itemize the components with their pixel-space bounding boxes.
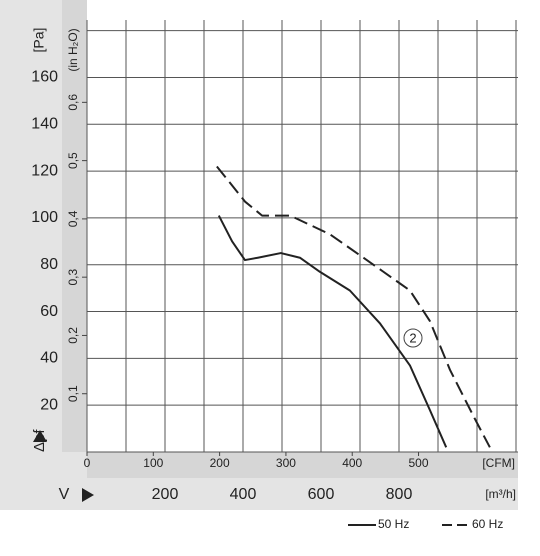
x-label: [m³/h] [485, 487, 516, 501]
x-tick-label: 200 [152, 486, 179, 503]
annotation-circle [403, 328, 423, 348]
y-tick-label: 160 [31, 69, 58, 86]
inner-band [62, 0, 87, 452]
y2-tick-label: 0,6 [66, 94, 80, 111]
y-tick-label: 140 [31, 116, 58, 133]
y2-label: (in H₂O) [66, 28, 80, 71]
legend-label: 60 Hz [472, 517, 503, 531]
x2-tick-label: 500 [409, 456, 429, 470]
y-arrow [33, 430, 47, 442]
y2-tick-label: 0,5 [66, 152, 80, 169]
y2-tick-label: 0,3 [66, 269, 80, 286]
y2-tick-label: 0,1 [66, 385, 80, 402]
plot-area [87, 20, 518, 452]
x2-tick-label: 300 [276, 456, 296, 470]
y-label: [Pa] [31, 28, 47, 53]
y2-tick-label: 0,2 [66, 327, 80, 344]
y-tick-label: 20 [40, 396, 58, 413]
y-tick-label: 80 [40, 256, 58, 273]
x2-label: [CFM] [482, 456, 515, 470]
y2-tick-label: 0,4 [66, 210, 80, 227]
x-symbol: V [59, 486, 70, 503]
x-tick-label: 800 [386, 486, 413, 503]
x-arrow [82, 488, 94, 502]
y-tick-label: 40 [40, 350, 58, 367]
x2-tick-label: 0 [84, 456, 91, 470]
x2-tick-label: 400 [342, 456, 362, 470]
x-tick-label: 400 [230, 486, 257, 503]
legend-label: 50 Hz [378, 517, 409, 531]
annotation: 2 [409, 330, 416, 345]
x2-tick-label: 200 [210, 456, 230, 470]
x-tick-label: 600 [308, 486, 335, 503]
y-tick-label: 60 [40, 303, 58, 320]
x2-tick-label: 100 [143, 456, 163, 470]
series-line [216, 165, 491, 448]
cfm-band [87, 452, 518, 478]
y-tick-label: 120 [31, 162, 58, 179]
series-line [217, 215, 448, 448]
y-tick-label: 100 [31, 209, 58, 226]
